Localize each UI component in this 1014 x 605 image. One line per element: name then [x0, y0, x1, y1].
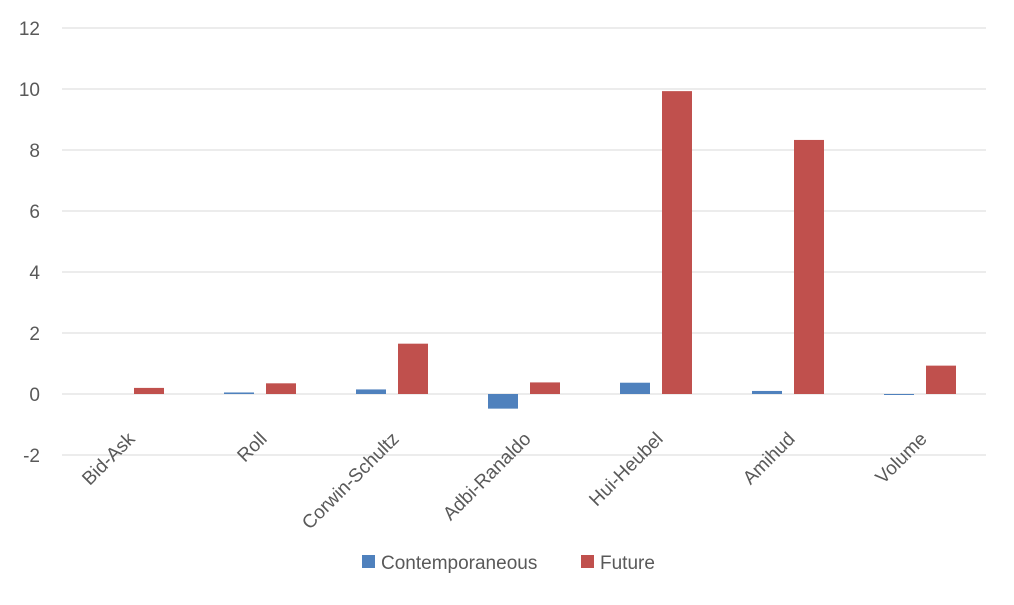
y-tick-label: 6 — [29, 202, 40, 223]
y-tick-label: 4 — [29, 263, 40, 284]
y-axis-ticks: -2 0 2 4 6 8 10 12 — [19, 19, 41, 467]
y-tick-label: 12 — [19, 19, 40, 40]
y-tick-label: 8 — [29, 141, 40, 162]
x-category-label: Hui-Heubel — [585, 429, 667, 511]
legend-label-future: Future — [600, 553, 655, 574]
y-tick-label: -2 — [23, 446, 40, 467]
x-category-label: Corwin-Schultz — [298, 429, 403, 534]
y-tick-label: 0 — [29, 385, 40, 406]
bar-future-bid-ask — [134, 387, 164, 394]
bar-future-volume — [926, 365, 956, 394]
bar-future-hui-heubel — [662, 91, 692, 394]
legend-swatch-future — [581, 555, 594, 568]
x-category-label: Volume — [872, 429, 932, 489]
bar-contemporaneous-hui-heubel — [620, 382, 650, 394]
legend-label-contemporaneous: Contemporaneous — [381, 553, 537, 574]
bar-contemporaneous-roll — [224, 392, 254, 394]
bar-contemporaneous-amihud — [752, 390, 782, 394]
gridlines — [62, 27, 986, 456]
x-axis-categories: Bid-Ask Roll Corwin-Schultz Adbi-Ranaldo Hui… — [78, 428, 931, 534]
bar-future-corwin-schultz — [398, 343, 428, 394]
x-category-label: Adbi-Ranaldo — [439, 429, 535, 525]
bar-contemporaneous-volume — [884, 394, 914, 395]
x-category-label: Bid-Ask — [78, 428, 139, 489]
x-category-label: Roll — [234, 429, 272, 467]
y-tick-label: 2 — [29, 324, 40, 345]
bar-future-amihud — [794, 139, 824, 394]
bar-contemporaneous-adbi-ranaldo — [488, 394, 518, 409]
legend: Contemporaneous Future — [362, 553, 655, 574]
bars — [134, 91, 956, 409]
legend-swatch-contemporaneous — [362, 555, 375, 568]
bar-future-adbi-ranaldo — [530, 382, 560, 394]
x-category-label: Amihud — [739, 429, 799, 489]
bar-contemporaneous-corwin-schultz — [356, 389, 386, 394]
y-tick-label: 10 — [19, 80, 40, 101]
bar-future-roll — [266, 383, 296, 394]
